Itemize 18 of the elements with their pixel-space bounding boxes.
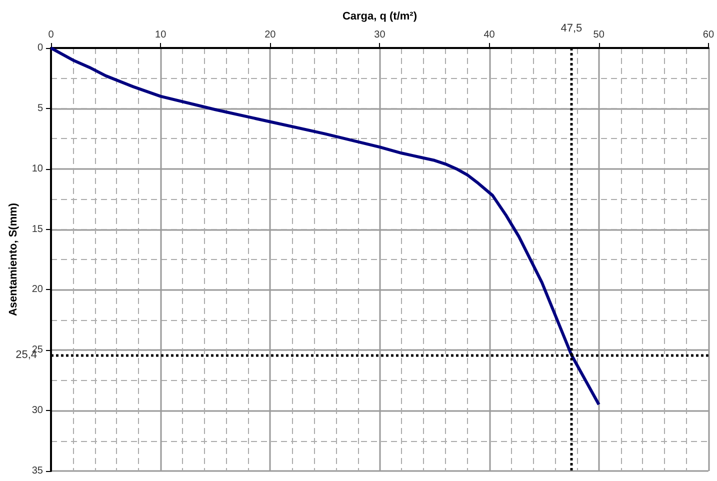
x-tick-label: 0 bbox=[48, 30, 54, 40]
y-tick-label: 5 bbox=[37, 102, 44, 114]
x-tick-label: 20 bbox=[264, 30, 276, 40]
x-tick-label: 50 bbox=[593, 30, 605, 40]
y-tick-label: 20 bbox=[32, 284, 44, 296]
line-series bbox=[50, 46, 600, 406]
y-tick-label: 0 bbox=[37, 42, 44, 54]
y-tick-label: 35 bbox=[32, 466, 44, 476]
x-axis-title: Carga, q (t/m²) bbox=[342, 10, 418, 22]
y-tick-label: 30 bbox=[32, 405, 44, 416]
x-tick-label: 10 bbox=[155, 30, 167, 40]
x-tick-label: 30 bbox=[374, 30, 386, 40]
y-tick-label: 15 bbox=[32, 224, 44, 235]
y-tick-label: 10 bbox=[32, 163, 44, 174]
x-tick-label: 40 bbox=[484, 30, 496, 40]
x-tick-label: 60 bbox=[702, 30, 714, 40]
y-axis-title: Asentamiento, S(mm) bbox=[8, 202, 20, 316]
ref-line-label: 47,5 bbox=[560, 22, 582, 34]
